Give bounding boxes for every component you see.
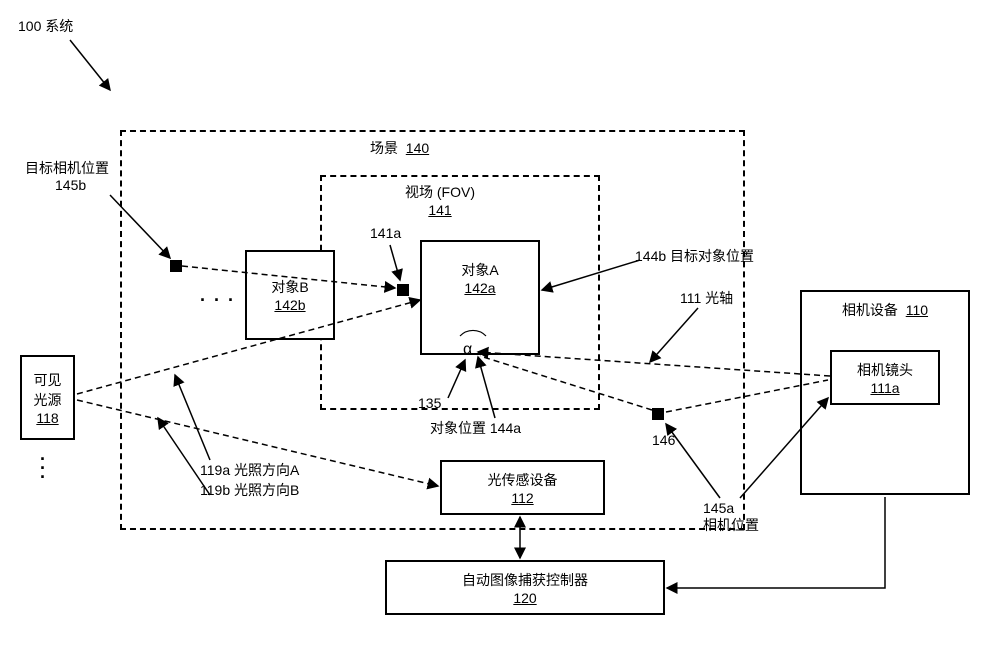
object-a-box: 对象A 142a — [420, 240, 540, 355]
square-141a — [397, 284, 409, 296]
optical-axis-label: 111 光轴 — [680, 290, 733, 307]
camera-lens-title: 相机镜头 — [857, 360, 913, 380]
square-145b — [170, 260, 182, 272]
cam-pos-label: 145a 相机位置 — [703, 500, 759, 534]
object-a-num: 142a — [464, 280, 495, 296]
scene-num: 140 — [406, 140, 429, 156]
vdots-light-source: ... — [40, 450, 47, 477]
light-source-t1: 可见 — [34, 370, 62, 390]
fov-num: 141 — [428, 202, 451, 218]
camera-device-title: 相机设备 — [842, 302, 898, 318]
dots-horizontal: . . . — [200, 285, 235, 306]
label-146: 146 — [652, 432, 675, 449]
light-sensor-title: 光传感设备 — [488, 470, 558, 490]
num-141a: 141a — [370, 225, 401, 241]
camera-lens-box: 相机镜头 111a — [830, 350, 940, 405]
object-a-title: 对象A — [461, 260, 498, 280]
obj-pos-num: 144a — [490, 420, 521, 436]
target-cam-pos-label: 目标相机位置 145b — [25, 160, 109, 194]
system-num: 100 — [18, 18, 41, 34]
num-146: 146 — [652, 432, 675, 448]
num-135: 135 — [418, 395, 441, 411]
target-obj-pos-num: 144b — [635, 248, 666, 264]
alpha-text: α — [463, 341, 472, 358]
obj-pos-label: 对象位置 144a — [430, 420, 521, 437]
cam-pos-text: 相机位置 — [703, 517, 759, 533]
scene-title: 场景 140 — [370, 138, 429, 158]
light-dir-a-text: 光照方向A — [234, 462, 299, 478]
camera-device-num: 110 — [906, 302, 928, 318]
fov-title-text: 视场 (FOV) — [405, 184, 475, 200]
light-source-t2: 光源 — [34, 390, 62, 410]
target-cam-pos-text: 目标相机位置 — [25, 160, 109, 176]
scene-title-text: 场景 — [370, 140, 398, 156]
object-b-title: 对象B — [271, 277, 308, 297]
optical-axis-num: 111 — [680, 290, 701, 306]
square-146 — [652, 408, 664, 420]
light-dir-b-num: 119b — [200, 482, 230, 498]
system-text: 系统 — [45, 18, 73, 34]
light-sensor-num: 112 — [511, 490, 533, 506]
light-dir-b-label: 119b 光照方向B — [200, 482, 299, 499]
label-141a: 141a — [370, 225, 401, 242]
optical-axis-text: 光轴 — [705, 290, 733, 306]
fov-title: 视场 (FOV) 141 — [405, 182, 475, 218]
light-dir-b-text: 光照方向B — [234, 482, 299, 498]
controller-title: 自动图像捕获控制器 — [462, 570, 588, 590]
controller-num: 120 — [513, 590, 536, 606]
light-sensor-box: 光传感设备 112 — [440, 460, 605, 515]
object-b-box: 对象B 142b — [245, 250, 335, 340]
light-source-num: 118 — [36, 410, 58, 426]
target-cam-pos-num: 145b — [55, 177, 86, 193]
cam-pos-num: 145a — [703, 500, 734, 516]
light-source-box: 可见 光源 118 — [20, 355, 75, 440]
controller-box: 自动图像捕获控制器 120 — [385, 560, 665, 615]
object-b-num: 142b — [274, 297, 305, 313]
camera-device-header: 相机设备 110 — [842, 300, 928, 320]
camera-lens-num: 111a — [870, 380, 899, 396]
target-obj-pos-text: 目标对象位置 — [670, 248, 754, 264]
light-dir-a-num: 119a — [200, 462, 230, 478]
alpha-label: α — [463, 340, 472, 359]
light-dir-a-label: 119a 光照方向A — [200, 462, 299, 479]
target-obj-pos-label: 144b 目标对象位置 — [635, 248, 754, 265]
system-label: 100 系统 — [18, 18, 73, 35]
label-135: 135 — [418, 395, 441, 412]
obj-pos-text: 对象位置 — [430, 420, 486, 436]
